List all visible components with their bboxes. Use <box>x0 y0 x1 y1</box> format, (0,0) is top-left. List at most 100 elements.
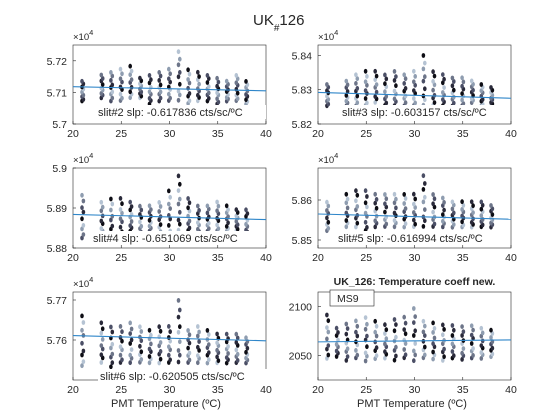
data-point <box>109 345 113 351</box>
data-point <box>363 315 368 320</box>
x-axis-label-right: PMT Temperature (ºC) <box>357 398 467 410</box>
data-point <box>421 66 426 72</box>
fit-line <box>317 213 512 220</box>
data-point <box>167 352 171 358</box>
data-point <box>176 217 181 223</box>
data-point <box>118 335 123 340</box>
data-point <box>345 196 350 202</box>
subplot-slit5: 20 25 30 35 40 5.85 5.86 ×104 slit#5 slp: -0.616… <box>292 151 517 264</box>
data-point <box>118 344 123 350</box>
data-point <box>187 91 192 96</box>
figure-title: UK#126 <box>253 12 304 34</box>
data-point <box>442 85 446 90</box>
data-point <box>402 201 407 206</box>
data-point <box>118 352 123 358</box>
data-point <box>421 199 426 205</box>
data-point <box>158 95 163 101</box>
data-point <box>224 203 229 209</box>
data-point <box>450 206 455 212</box>
fit-line <box>72 86 267 92</box>
data-point <box>363 79 368 85</box>
data-point <box>129 326 134 332</box>
data-point <box>450 333 455 338</box>
data-point <box>80 352 84 358</box>
x-tick-label: 35 <box>212 384 224 396</box>
data-point <box>196 344 200 350</box>
data-point <box>118 324 123 329</box>
data-point <box>460 91 464 96</box>
data-point <box>187 225 192 231</box>
data-point <box>109 324 113 330</box>
data-point <box>432 100 437 105</box>
data-point <box>167 335 171 340</box>
data-point <box>489 327 493 333</box>
data-point <box>176 201 181 207</box>
data-point <box>471 210 475 216</box>
data-point <box>197 81 201 87</box>
data-point <box>354 81 358 86</box>
data-point <box>118 66 123 72</box>
data-point <box>158 340 163 345</box>
y-tick-label: 5.72 <box>47 56 68 68</box>
slope-annotation: slit#5 slp: -0.616994 cts/sc/ºC <box>338 233 483 245</box>
data-point <box>354 188 358 194</box>
data-point <box>325 215 329 221</box>
data-point <box>354 224 358 230</box>
data-point <box>234 207 239 213</box>
data-point <box>392 317 397 322</box>
data-point <box>412 191 416 197</box>
data-point <box>120 329 124 335</box>
data-point <box>480 330 485 336</box>
data-point <box>452 100 456 106</box>
data-point <box>99 199 104 205</box>
data-point <box>479 325 484 331</box>
data-point <box>167 344 171 350</box>
data-point <box>413 100 418 106</box>
data-point <box>373 77 378 83</box>
data-point <box>99 360 104 365</box>
data-point <box>128 199 132 205</box>
data-point <box>129 68 134 74</box>
data-point <box>128 72 132 78</box>
data-point <box>365 225 369 230</box>
data-point <box>423 344 427 350</box>
data-point <box>326 226 331 231</box>
x-tick-label: 25 <box>360 384 372 396</box>
data-point <box>469 341 474 346</box>
data-point <box>215 331 219 337</box>
data-point <box>176 298 181 303</box>
data-point <box>373 318 378 324</box>
data-point <box>147 73 152 78</box>
x-tick-label: 35 <box>457 384 469 396</box>
data-point <box>479 213 484 219</box>
data-point <box>383 349 387 355</box>
data-point <box>344 321 349 327</box>
y-tick-label: 5.83 <box>292 85 313 97</box>
data-point <box>207 84 211 89</box>
data-point <box>226 207 230 213</box>
data-point <box>120 201 124 207</box>
data-point <box>139 329 144 334</box>
data-point <box>168 95 172 101</box>
data-point <box>355 86 360 91</box>
data-point <box>480 338 485 344</box>
data-point <box>196 360 200 366</box>
data-point <box>460 75 464 81</box>
data-point <box>99 343 104 348</box>
legend-entry: MS9 <box>337 293 359 305</box>
data-point <box>109 364 113 370</box>
data-point <box>363 219 368 225</box>
data-point <box>158 89 163 95</box>
data-point <box>118 224 123 230</box>
data-point <box>412 96 416 101</box>
data-point <box>118 84 123 90</box>
data-point <box>129 84 134 90</box>
data-point <box>168 329 172 335</box>
data-point <box>158 82 163 88</box>
subplot-slit6: 20 25 30 35 40 5.76 5.77 ×104 slit#6 slp: -0.620… <box>47 275 272 396</box>
data-point <box>129 77 134 83</box>
data-point <box>412 201 416 207</box>
data-point <box>99 320 104 326</box>
data-point <box>460 207 464 212</box>
